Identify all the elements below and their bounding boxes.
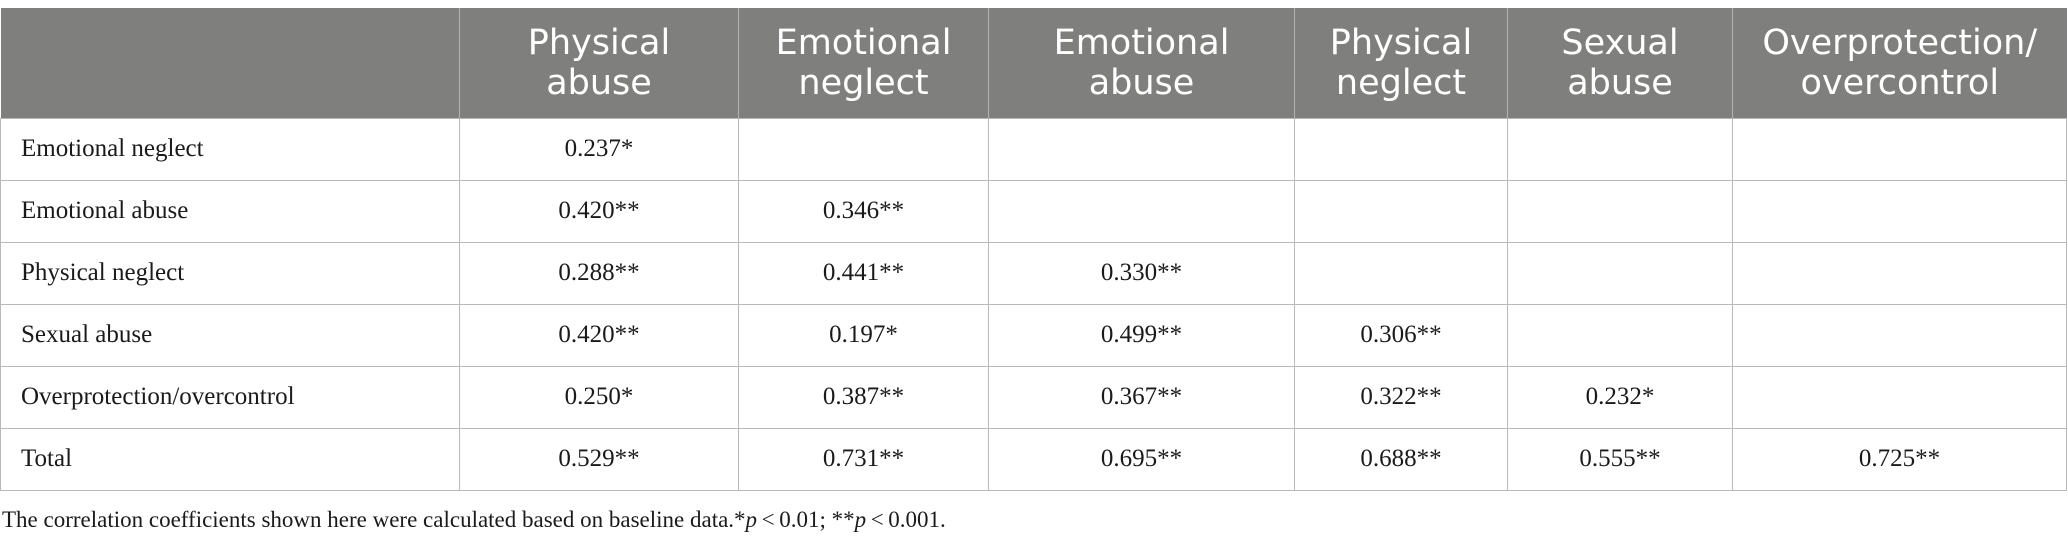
table-cell bbox=[1732, 365, 2067, 428]
correlation-table: Physical abuse Emotional neglect Emotion… bbox=[0, 8, 2067, 491]
header-text: neglect bbox=[798, 62, 929, 103]
table-row: Physical neglect 0.288** 0.441** 0.330** bbox=[0, 241, 2067, 304]
header-row: Physical abuse Emotional neglect Emotion… bbox=[0, 8, 2067, 118]
footnote-p-symbol: p bbox=[854, 507, 867, 532]
table-cell: 0.529** bbox=[459, 427, 739, 491]
header-text: Overprotection/ bbox=[1762, 22, 2038, 63]
table-cell bbox=[1507, 117, 1733, 180]
table-row: Emotional abuse 0.420** 0.346** bbox=[0, 179, 2067, 242]
header-cell-emotional-neglect: Emotional neglect bbox=[738, 8, 989, 118]
header-text: Sexual bbox=[1561, 22, 1679, 63]
table-cell: 0.330** bbox=[988, 241, 1295, 304]
footnote-p-symbol: p bbox=[745, 507, 758, 532]
table-cell bbox=[738, 117, 989, 180]
table-cell bbox=[1732, 303, 2067, 366]
table-cell: 0.197* bbox=[738, 303, 989, 366]
table-cell bbox=[1732, 117, 2067, 180]
table-header: Physical abuse Emotional neglect Emotion… bbox=[0, 8, 2067, 118]
row-label: Physical neglect bbox=[0, 241, 460, 304]
table-cell bbox=[1507, 303, 1733, 366]
table-cell bbox=[1507, 241, 1733, 304]
table-cell: 0.420** bbox=[459, 303, 739, 366]
table-cell bbox=[988, 179, 1295, 242]
table-cell: 0.499** bbox=[988, 303, 1295, 366]
row-label: Emotional neglect bbox=[0, 117, 460, 180]
header-cell-physical-abuse: Physical abuse bbox=[459, 8, 739, 118]
table-cell bbox=[1507, 179, 1733, 242]
footnote-text: < 0.001. bbox=[866, 507, 946, 532]
table-cell: 0.387** bbox=[738, 365, 989, 428]
table-cell bbox=[1732, 179, 2067, 242]
table-row: Overprotection/overcontrol 0.250* 0.387*… bbox=[0, 365, 2067, 428]
row-label: Sexual abuse bbox=[0, 303, 460, 366]
table-cell: 0.555** bbox=[1507, 427, 1733, 491]
table-row: Total 0.529** 0.731** 0.695** 0.688** 0.… bbox=[0, 427, 2067, 491]
table-footnote: The correlation coefficients shown here … bbox=[2, 505, 946, 535]
table-cell: 0.306** bbox=[1294, 303, 1508, 366]
row-label: Overprotection/overcontrol bbox=[0, 365, 460, 428]
table-cell: 0.725** bbox=[1732, 427, 2067, 491]
header-cell-overprotection: Overprotection/ overcontrol bbox=[1732, 8, 2067, 118]
header-cell-sexual-abuse: Sexual abuse bbox=[1507, 8, 1733, 118]
table-cell bbox=[1732, 241, 2067, 304]
header-text: Physical bbox=[527, 22, 671, 63]
table-row: Sexual abuse 0.420** 0.197* 0.499** 0.30… bbox=[0, 303, 2067, 366]
header-text: abuse bbox=[1088, 62, 1195, 103]
table-cell bbox=[988, 117, 1295, 180]
table-cell: 0.322** bbox=[1294, 365, 1508, 428]
table-cell: 0.250* bbox=[459, 365, 739, 428]
row-label: Emotional abuse bbox=[0, 179, 460, 242]
table-cell: 0.288** bbox=[459, 241, 739, 304]
header-cell-emotional-abuse: Emotional abuse bbox=[988, 8, 1295, 118]
header-text: neglect bbox=[1335, 62, 1467, 103]
table-cell: 0.695** bbox=[988, 427, 1295, 491]
table-cell: 0.688** bbox=[1294, 427, 1508, 491]
table-cell bbox=[1294, 179, 1508, 242]
header-text: Emotional bbox=[775, 22, 952, 63]
footnote-text: The correlation coefficients shown here … bbox=[2, 507, 746, 532]
header-text: abuse bbox=[546, 62, 652, 103]
table-cell: 0.731** bbox=[738, 427, 989, 491]
header-text: Emotional bbox=[1053, 22, 1230, 63]
table-row: Emotional neglect 0.237* bbox=[0, 117, 2067, 180]
table-cell: 0.237* bbox=[459, 117, 739, 180]
table-cell bbox=[1294, 241, 1508, 304]
table-cell bbox=[1294, 117, 1508, 180]
footnote-text: < 0.01; ** bbox=[757, 507, 855, 532]
header-text: Physical bbox=[1329, 22, 1473, 63]
header-text: abuse bbox=[1567, 62, 1673, 103]
header-cell-stub bbox=[0, 8, 460, 118]
table-cell: 0.232* bbox=[1507, 365, 1733, 428]
table-cell: 0.367** bbox=[988, 365, 1295, 428]
table-cell: 0.441** bbox=[738, 241, 989, 304]
table-cell: 0.420** bbox=[459, 179, 739, 242]
row-label: Total bbox=[0, 427, 460, 491]
table-body: Emotional neglect 0.237* Emotional abuse… bbox=[0, 117, 2067, 491]
header-text: overcontrol bbox=[1800, 62, 2000, 103]
table-cell: 0.346** bbox=[738, 179, 989, 242]
header-cell-physical-neglect: Physical neglect bbox=[1294, 8, 1508, 118]
